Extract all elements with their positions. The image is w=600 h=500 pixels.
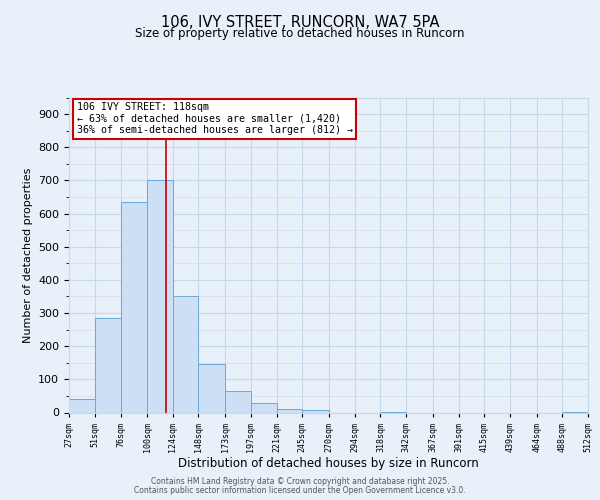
Bar bbox=[95, 318, 121, 412]
X-axis label: Distribution of detached houses by size in Runcorn: Distribution of detached houses by size … bbox=[178, 457, 479, 470]
Text: Contains HM Land Registry data © Crown copyright and database right 2025.: Contains HM Land Registry data © Crown c… bbox=[151, 477, 449, 486]
Bar bbox=[302, 410, 329, 412]
Y-axis label: Number of detached properties: Number of detached properties bbox=[23, 168, 32, 342]
Bar bbox=[251, 402, 277, 412]
Bar bbox=[199, 364, 225, 412]
Text: Contains public sector information licensed under the Open Government Licence v3: Contains public sector information licen… bbox=[134, 486, 466, 495]
Text: 106, IVY STREET, RUNCORN, WA7 5PA: 106, IVY STREET, RUNCORN, WA7 5PA bbox=[161, 15, 439, 30]
Text: Size of property relative to detached houses in Runcorn: Size of property relative to detached ho… bbox=[135, 28, 465, 40]
Bar bbox=[277, 408, 302, 412]
Bar bbox=[147, 180, 173, 412]
Bar bbox=[173, 296, 199, 412]
Bar bbox=[225, 391, 251, 412]
Bar bbox=[69, 398, 95, 412]
Text: 106 IVY STREET: 118sqm
← 63% of detached houses are smaller (1,420)
36% of semi-: 106 IVY STREET: 118sqm ← 63% of detached… bbox=[77, 102, 353, 136]
Bar bbox=[121, 202, 147, 412]
